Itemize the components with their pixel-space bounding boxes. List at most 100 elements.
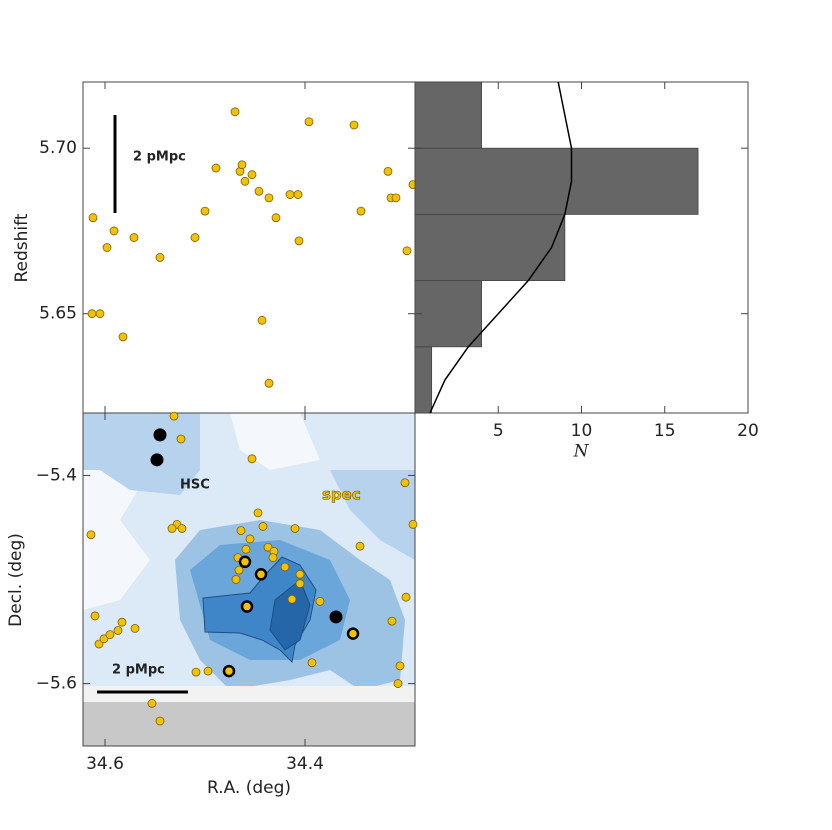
data-point <box>117 617 127 627</box>
data-point <box>293 190 303 199</box>
data-point <box>130 624 140 633</box>
x-tick-label: 34.6 <box>86 754 124 774</box>
data-point <box>231 575 241 584</box>
data-point <box>238 555 252 569</box>
data-point <box>402 246 412 256</box>
data-point <box>167 524 177 533</box>
data-point <box>400 478 410 488</box>
data-point <box>295 579 305 589</box>
data-point <box>105 630 115 640</box>
data-point <box>153 428 167 442</box>
data-point <box>254 568 268 581</box>
data-point <box>285 190 295 199</box>
y-tick-label: −5.6 <box>36 674 77 694</box>
model-curve <box>429 81 573 414</box>
data-point <box>240 176 250 186</box>
data-point <box>295 569 305 579</box>
x-tick-label: 34.4 <box>286 754 324 774</box>
data-point <box>264 193 274 203</box>
x-axis-label: N <box>573 442 590 462</box>
data-point <box>391 193 401 203</box>
data-point <box>109 226 119 236</box>
y-axis-label: Redshift <box>12 213 32 282</box>
bar <box>414 346 433 414</box>
data-point <box>247 170 257 180</box>
data-point <box>95 309 105 319</box>
data-point <box>222 664 236 678</box>
y-tick-label: 5.70 <box>39 138 77 158</box>
data-point <box>257 315 267 325</box>
bar <box>414 280 482 348</box>
data-point <box>401 592 411 602</box>
data-point <box>383 166 393 176</box>
bar <box>414 147 699 215</box>
data-point <box>87 309 97 319</box>
x-tick-label: 15 <box>654 421 676 441</box>
data-point <box>245 534 255 544</box>
data-point <box>356 206 366 216</box>
bar <box>414 213 566 281</box>
data-point <box>129 233 139 242</box>
data-point <box>169 411 179 421</box>
data-point <box>203 666 213 676</box>
data-point <box>349 120 359 130</box>
data-point <box>86 530 96 540</box>
y-tick-label: 5.65 <box>39 304 77 324</box>
data-point <box>240 600 254 613</box>
data-point <box>177 524 187 533</box>
panel-frame <box>82 412 416 747</box>
data-point <box>393 679 403 688</box>
density-map <box>83 413 415 746</box>
data-point <box>234 565 244 575</box>
data-point <box>200 206 210 216</box>
data-point <box>118 332 128 342</box>
annotation: 2 pMpc <box>112 663 165 678</box>
data-point <box>287 594 297 604</box>
y-axis-label: Decl. (deg) <box>6 533 26 627</box>
data-point <box>150 453 164 467</box>
data-point <box>304 117 314 127</box>
data-point <box>247 454 257 464</box>
data-point <box>236 526 246 535</box>
data-point <box>408 519 418 529</box>
data-point <box>155 253 165 262</box>
x-tick-label: 5 <box>493 421 504 441</box>
bar <box>414 81 482 149</box>
data-point <box>271 213 281 223</box>
data-point <box>237 160 247 170</box>
data-point <box>294 236 304 246</box>
data-point <box>176 434 186 444</box>
x-axis-label: R.A. (deg) <box>207 778 291 798</box>
data-point <box>88 213 98 223</box>
annotation: HSC <box>180 478 210 493</box>
data-point <box>190 233 200 242</box>
data-point <box>387 616 397 626</box>
data-point <box>258 522 268 531</box>
data-point <box>307 658 317 668</box>
data-point <box>155 716 165 726</box>
data-point <box>355 541 365 551</box>
data-point <box>241 544 251 554</box>
data-point <box>230 107 240 117</box>
data-point <box>113 626 123 635</box>
data-point <box>395 661 405 671</box>
x-tick-label: 10 <box>571 421 593 441</box>
data-point <box>290 524 300 533</box>
data-point <box>280 562 290 572</box>
data-point <box>99 634 109 644</box>
y-tick-label: −5.4 <box>36 465 77 485</box>
data-point <box>254 186 264 196</box>
data-point <box>346 627 360 640</box>
data-point <box>147 698 157 708</box>
data-point <box>253 508 263 518</box>
annotation: 2 pMpc <box>133 150 186 165</box>
annotation: spec <box>322 486 361 504</box>
data-point <box>264 378 274 388</box>
x-tick-label: 20 <box>737 421 759 441</box>
data-point <box>191 667 201 677</box>
data-point <box>211 163 221 173</box>
data-point <box>268 553 278 563</box>
data-point <box>263 542 273 552</box>
panel-frame <box>82 81 416 414</box>
